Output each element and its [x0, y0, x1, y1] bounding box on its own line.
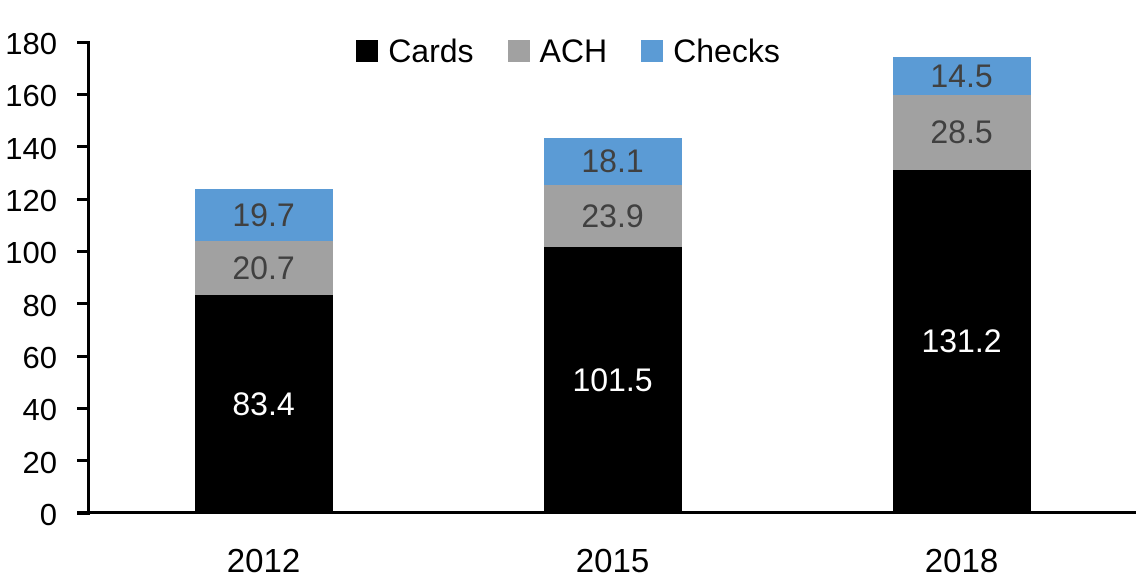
bar-segment-cards-2018: 131.2 [892, 169, 1031, 513]
y-axis-tick [77, 145, 90, 149]
y-axis-tick [77, 40, 90, 44]
bar-segment-checks-2012: 19.7 [194, 189, 333, 241]
y-axis-tick-label: 80 [22, 287, 57, 323]
bar-segment-cards-2012: 83.4 [194, 294, 333, 513]
data-label: 20.7 [232, 249, 295, 286]
y-axis-tick [77, 249, 90, 253]
bar-segment-checks-2018: 14.5 [892, 57, 1031, 96]
bar-segment-cards-2015: 101.5 [543, 247, 682, 513]
legend-item-checks: Checks [641, 35, 780, 67]
chart-legend: Cards ACH Checks [0, 34, 1136, 68]
x-axis-line [77, 511, 1136, 514]
bar-segment-checks-2015: 18.1 [543, 137, 682, 185]
bar-segment-ach-2012: 20.7 [194, 240, 333, 295]
y-axis-tick [77, 459, 90, 463]
y-axis-tick-label: 0 [39, 497, 57, 532]
legend-label: Checks [673, 33, 780, 69]
y-axis-tick-label: 20 [22, 444, 57, 480]
data-label: 28.5 [930, 114, 993, 151]
data-label: 83.4 [232, 385, 295, 422]
y-axis-tick-label: 180 [5, 26, 57, 61]
bar-segment-ach-2015: 23.9 [543, 184, 682, 248]
legend-item-cards: Cards [356, 33, 474, 69]
legend-swatch-checks [641, 40, 664, 62]
y-axis-tick [77, 197, 90, 201]
y-axis-tick-label: 140 [5, 130, 57, 166]
y-axis-tick [77, 406, 90, 410]
bar-segment-ach-2018: 28.5 [892, 95, 1031, 170]
y-axis-tick-label: 60 [22, 340, 57, 375]
y-axis-tick-label: 100 [5, 235, 57, 271]
y-axis-tick-label: 40 [22, 392, 57, 428]
legend-label: Cards [388, 33, 474, 69]
x-axis-tick-label: 2015 [575, 542, 650, 579]
legend-swatch-ach [507, 40, 530, 62]
legend-swatch-cards [356, 40, 379, 62]
legend-label: ACH [539, 33, 608, 69]
x-axis-tick-label: 2018 [924, 542, 999, 579]
data-label: 18.1 [581, 143, 644, 180]
data-label: 101.5 [572, 362, 653, 399]
data-label: 14.5 [930, 58, 993, 95]
data-label: 19.7 [232, 196, 295, 233]
data-label: 131.2 [921, 323, 1002, 360]
y-axis-line [87, 42, 90, 513]
y-axis-tick [77, 354, 90, 358]
x-axis-tick-label: 2012 [226, 542, 301, 579]
data-label: 23.9 [581, 198, 644, 235]
y-axis-tick-label: 120 [5, 183, 57, 218]
y-axis-tick [77, 302, 90, 306]
y-axis-tick [77, 92, 90, 96]
legend-item-ach: ACH [507, 33, 608, 69]
y-axis-tick-label: 160 [5, 78, 57, 114]
